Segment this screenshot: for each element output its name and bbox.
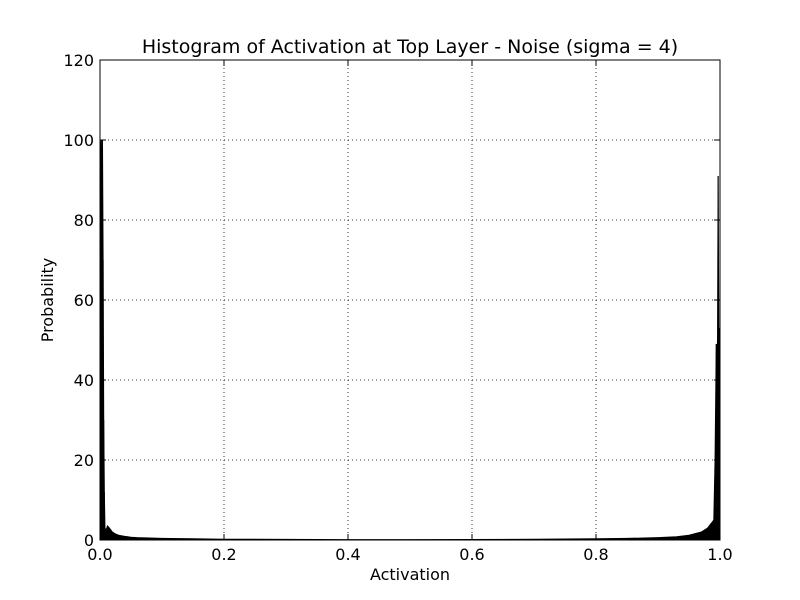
x-tick-label: 0.0	[87, 545, 112, 564]
x-tick-label: 0.6	[459, 545, 484, 564]
y-tick-label: 40	[74, 371, 94, 390]
chart-title: Histogram of Activation at Top Layer - N…	[142, 36, 678, 58]
axis-ticks: 0.0 0.2 0.4 0.6 0.8 1.0 0 20 40 60 80 100 120	[63, 51, 732, 564]
y-tick-label: 100	[63, 131, 94, 150]
x-tick-label: 0.2	[211, 545, 236, 564]
y-tick-label: 20	[74, 451, 94, 470]
x-tick-label: 0.4	[335, 545, 360, 564]
y-tick-label: 0	[84, 531, 94, 550]
x-tick-label: 0.8	[583, 545, 608, 564]
y-axis-label: Probability	[38, 258, 57, 343]
y-tick-label: 60	[74, 291, 94, 310]
grid-lines	[100, 60, 720, 540]
x-tick-label: 1.0	[707, 545, 732, 564]
x-axis-label: Activation	[370, 565, 450, 584]
y-tick-label: 120	[63, 51, 94, 70]
y-tick-label: 80	[74, 211, 94, 230]
